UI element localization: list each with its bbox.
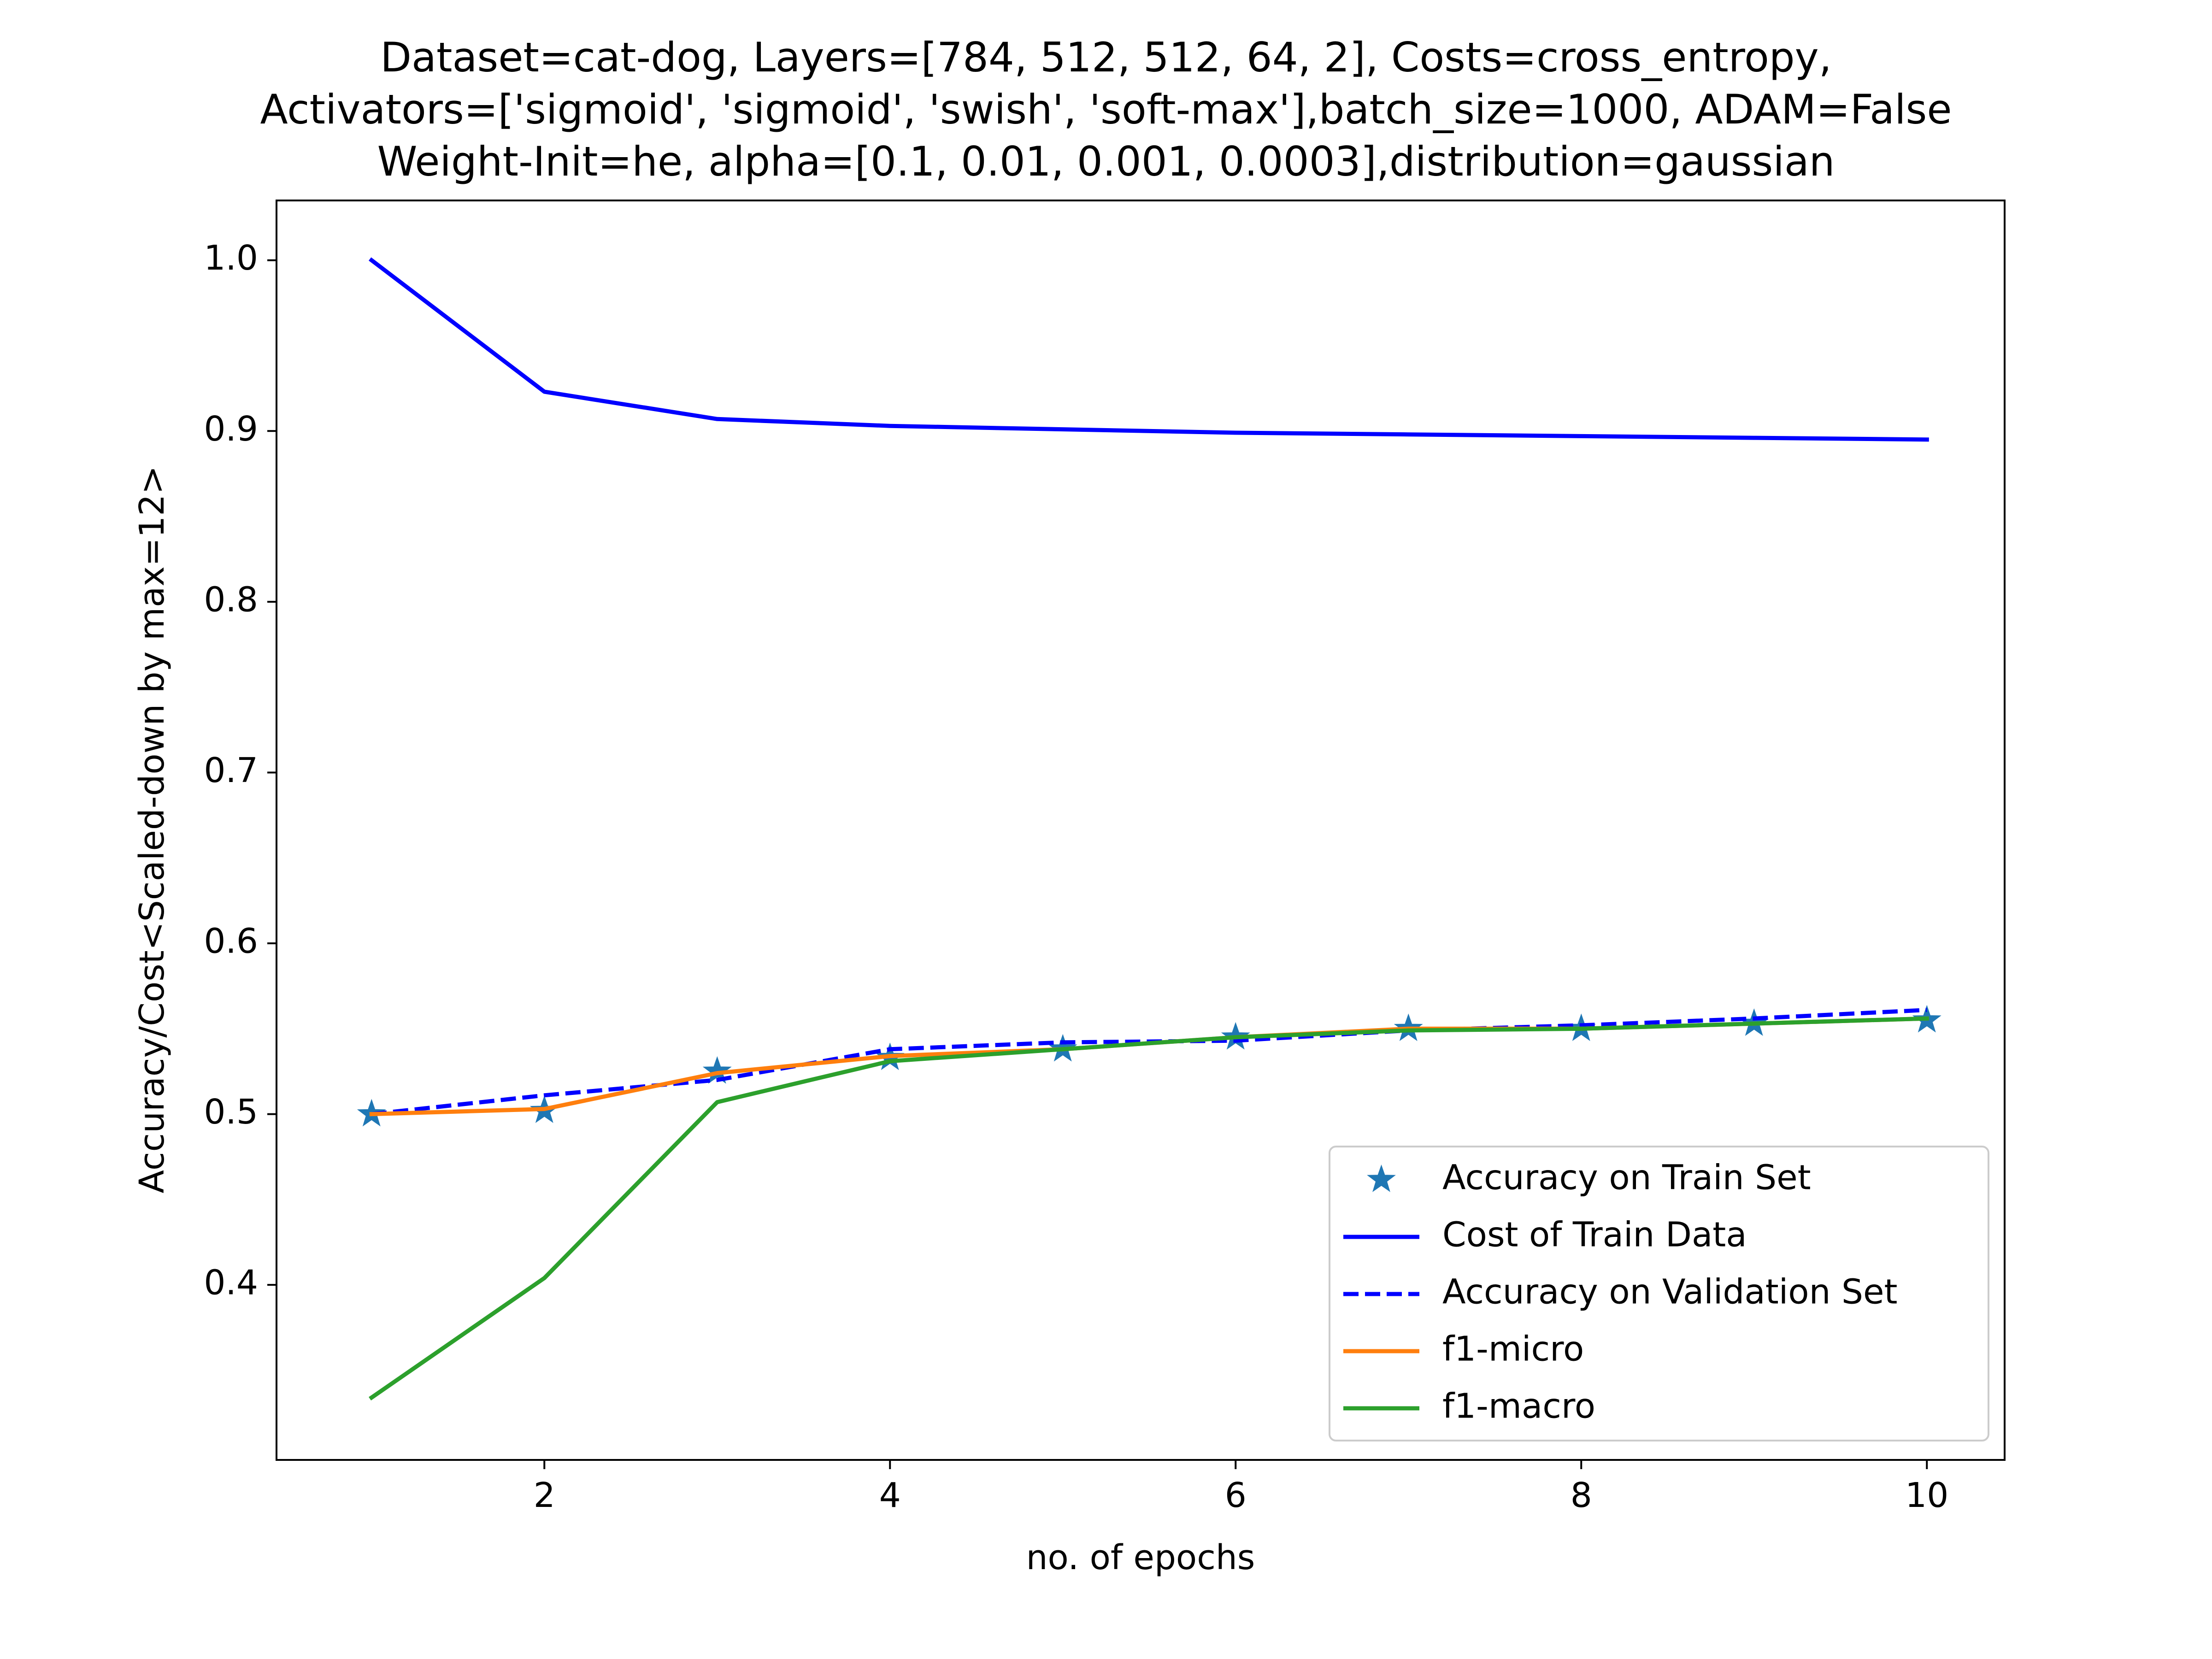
x-tick-label: 2 bbox=[534, 1476, 555, 1515]
chart-title: Dataset=cat-dog, Layers=[784, 512, 512, … bbox=[260, 34, 1952, 185]
x-tick-label: 10 bbox=[1905, 1476, 1948, 1515]
y-tick-label: 0.9 bbox=[204, 409, 258, 449]
x-tick-label: 4 bbox=[879, 1476, 901, 1515]
y-axis-ticks: 0.4 0.5 0.6 0.7 0.8 0.9 1.0 bbox=[204, 238, 276, 1303]
series-line-cost-of-train-data bbox=[368, 257, 1929, 442]
legend-label: Accuracy on Validation Set bbox=[1442, 1272, 1898, 1312]
legend-entry-accuracy-on-train-set: Accuracy on Train Set bbox=[1367, 1158, 1811, 1198]
data-point-accuracy-on-train-set bbox=[702, 1056, 732, 1084]
legend-label: f1-macro bbox=[1442, 1387, 1595, 1426]
plot-frame bbox=[276, 200, 2006, 1461]
title-line-2: Activators=['sigmoid', 'sigmoid', 'swish… bbox=[260, 86, 1952, 133]
legend-entry-accuracy-on-validation-set: Accuracy on Validation Set bbox=[1343, 1272, 1898, 1312]
legend-label: Cost of Train Data bbox=[1442, 1215, 1747, 1255]
legend-entry-f1-macro: f1-macro bbox=[1343, 1387, 1595, 1426]
y-tick-label: 0.6 bbox=[204, 922, 258, 961]
legend-entry-cost-of-train-data: Cost of Train Data bbox=[1343, 1215, 1747, 1255]
y-tick-label: 0.7 bbox=[204, 751, 258, 790]
series-line-f1-macro bbox=[369, 1016, 1929, 1400]
legend-label: Accuracy on Train Set bbox=[1442, 1158, 1811, 1198]
title-line-1: Dataset=cat-dog, Layers=[784, 512, 512, … bbox=[380, 34, 1831, 81]
legend-entry-f1-micro: f1-micro bbox=[1343, 1330, 1584, 1369]
legend-label: f1-micro bbox=[1442, 1330, 1584, 1369]
legend-frame bbox=[1329, 1146, 1989, 1441]
y-tick-label: 0.4 bbox=[204, 1263, 258, 1303]
legend-entries: Accuracy on Train Set Cost of Train Data A… bbox=[1343, 1158, 1898, 1426]
x-tick-label: 8 bbox=[1571, 1476, 1592, 1515]
y-axis-label: Accuracy/Cost<Scaled-down by max=12> bbox=[132, 466, 172, 1194]
legend-marker bbox=[1367, 1164, 1396, 1192]
title-line-3: Weight-Init=he, alpha=[0.1, 0.01, 0.001,… bbox=[377, 138, 1835, 185]
series-layer bbox=[357, 257, 1941, 1400]
legend: Accuracy on Train Set Cost of Train Data A… bbox=[1329, 1146, 1989, 1441]
x-axis-ticks: 2 4 6 8 10 bbox=[534, 1460, 1948, 1515]
x-tick-label: 6 bbox=[1225, 1476, 1247, 1515]
y-tick-label: 0.5 bbox=[204, 1092, 258, 1132]
y-tick-label: 0.8 bbox=[204, 580, 258, 619]
x-axis-label: no. of epochs bbox=[1026, 1538, 1255, 1577]
y-tick-label: 1.0 bbox=[204, 238, 258, 278]
